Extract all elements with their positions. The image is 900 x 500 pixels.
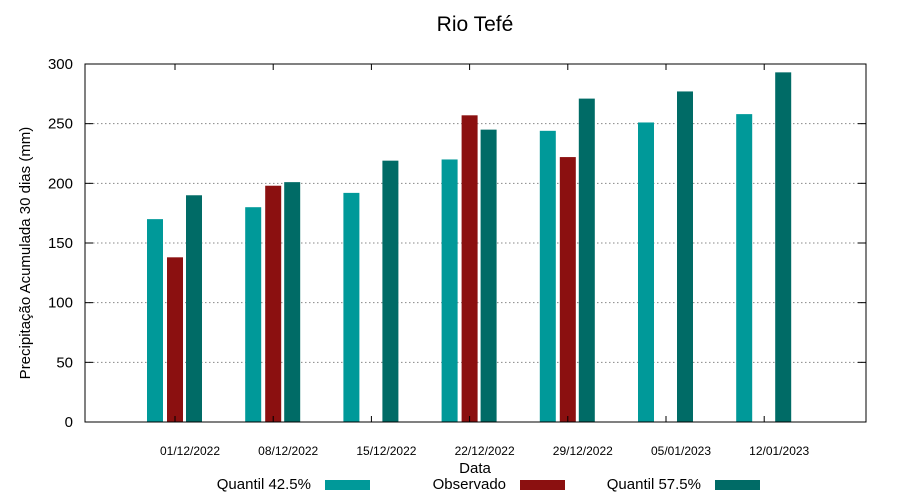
bar-3	[775, 72, 792, 422]
x-tick-label: 01/12/2022	[160, 444, 220, 458]
legend: Quantil 42.5% Observado Quantil 57.5%	[217, 476, 760, 493]
bar-2	[265, 185, 282, 422]
bar-1	[343, 192, 360, 422]
x-axis-label: Data	[459, 460, 491, 477]
bar-1	[245, 207, 262, 422]
x-tick-label: 29/12/2022	[553, 444, 613, 458]
legend-label: Observado	[433, 476, 506, 493]
legend-swatch	[325, 480, 370, 490]
bar-2	[461, 115, 478, 423]
x-tick-label: 12/01/2023	[749, 444, 809, 458]
y-tick-label: 0	[65, 414, 73, 431]
bar-3	[186, 195, 202, 422]
y-tick-label: 250	[48, 116, 73, 133]
y-axis-label: Precipitação Acumulada 30 dias (mm)	[17, 127, 34, 380]
x-axis-ticks: 01/12/2022 08/12/2022 15/12/2022 22/12/2022…	[160, 64, 810, 458]
bar-3	[480, 129, 497, 422]
bar-1	[441, 159, 458, 422]
bar-2	[167, 257, 183, 422]
x-tick-label: 08/12/2022	[258, 444, 318, 458]
y-tick-label: 200	[48, 175, 73, 192]
bar-3	[284, 182, 301, 422]
bars	[147, 72, 792, 423]
bar-3	[382, 160, 399, 422]
y-tick-label: 300	[48, 56, 73, 73]
legend-label: Quantil 57.5%	[607, 476, 701, 493]
y-tick-label: 150	[48, 235, 73, 252]
x-tick-label: 15/12/2022	[356, 444, 416, 458]
bar-3	[578, 98, 595, 423]
x-tick-label: 05/01/2023	[651, 444, 711, 458]
chart-title: Rio Tefé	[437, 13, 514, 36]
x-tick-label: 22/12/2022	[455, 444, 515, 458]
legend-swatch	[715, 480, 760, 490]
y-tick-label: 50	[56, 354, 73, 371]
legend-label: Quantil 42.5%	[217, 476, 311, 493]
bar-1	[147, 219, 163, 422]
bar-2	[559, 157, 576, 422]
bar-3	[677, 91, 693, 423]
y-tick-label: 100	[48, 295, 73, 312]
legend-swatch	[520, 480, 565, 490]
bar-1	[638, 122, 654, 423]
bar-1	[736, 114, 753, 423]
bar-1	[539, 130, 556, 422]
y-axis-ticks: 0 50 100 150 200 250 300	[48, 56, 866, 431]
